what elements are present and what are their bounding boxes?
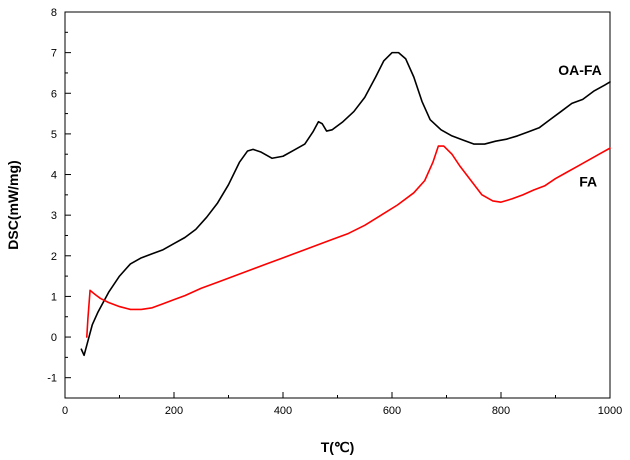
y-tick-label: 0 <box>51 332 57 344</box>
series-label-oa-fa: OA-FA <box>558 62 602 78</box>
y-tick-label: 4 <box>51 170 57 182</box>
x-tick-label: 400 <box>274 405 292 417</box>
y-tick-label: 2 <box>51 251 57 263</box>
x-tick-label: 1000 <box>598 405 622 417</box>
x-tick-label: 200 <box>165 405 183 417</box>
series-line-fa <box>86 145 611 338</box>
x-tick-label: 600 <box>383 405 401 417</box>
x-tick-label: 800 <box>492 405 510 417</box>
labels-layer: OA-FA FA <box>558 62 602 190</box>
ticks-layer: 0 200 400 600 800 1000 -1 0 1 2 3 4 5 6 7 8 <box>47 7 622 417</box>
y-tick-label: 8 <box>51 7 57 19</box>
series-line-oa-fa <box>80 51 611 357</box>
series-layer <box>80 51 611 357</box>
series-label-fa: FA <box>579 174 597 190</box>
y-tick-label: 5 <box>51 129 57 141</box>
y-tick-label: 7 <box>51 48 57 60</box>
y-tick-label: 3 <box>51 210 57 222</box>
x-axis-title: T(℃) <box>321 439 355 455</box>
y-tick-label: -1 <box>47 373 57 385</box>
y-tick-label: 6 <box>51 88 57 100</box>
x-tick-label: 0 <box>62 405 68 417</box>
y-tick-label: 1 <box>51 291 57 303</box>
plot-frame <box>64 11 611 399</box>
y-axis-title: DSC(mW/mg) <box>5 160 21 249</box>
